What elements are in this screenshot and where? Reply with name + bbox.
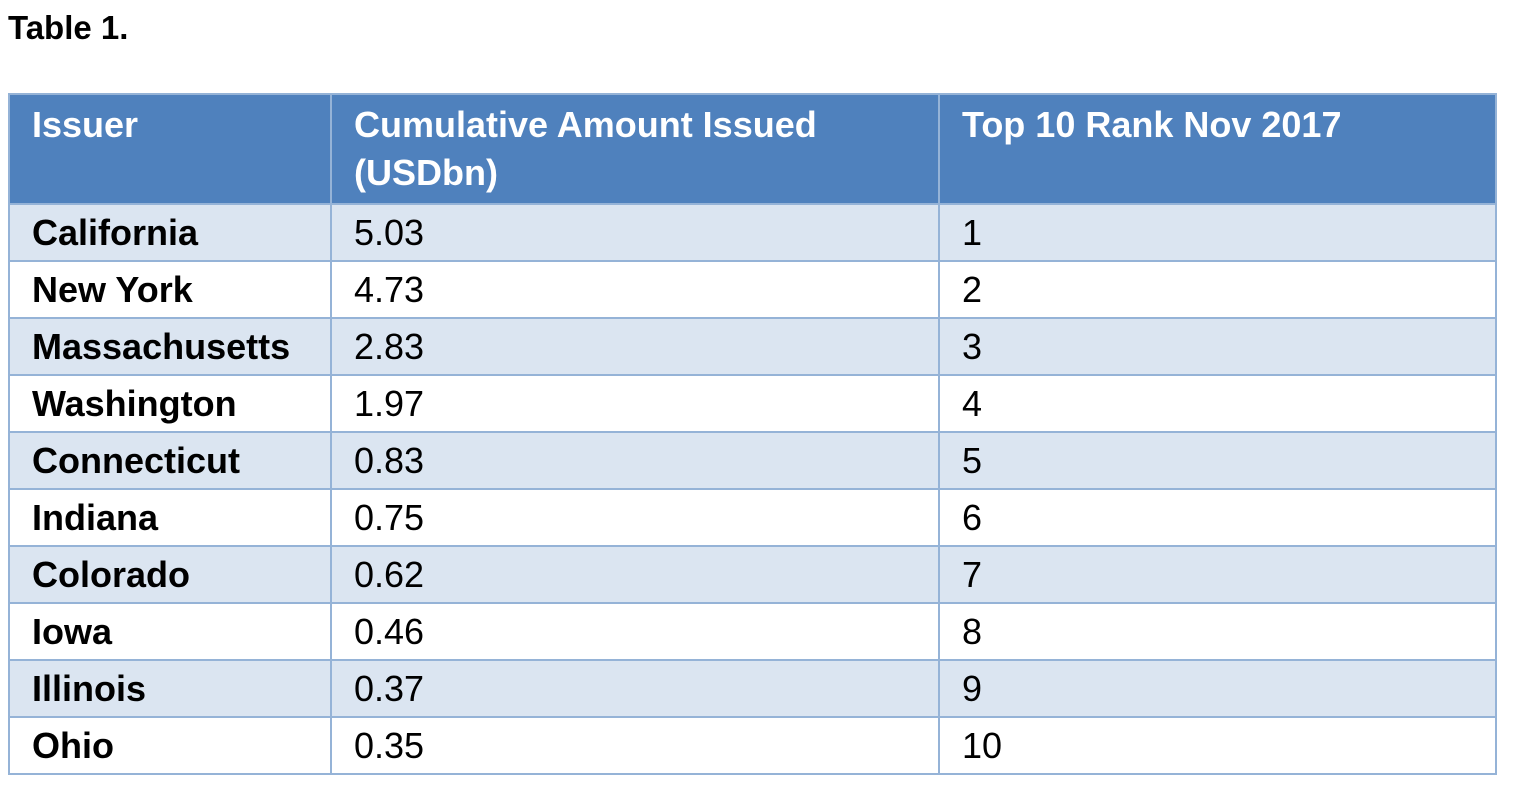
amount-cell: 0.35 <box>330 716 940 775</box>
issuer-cell: Washington <box>8 374 332 433</box>
table-row: Connecticut 0.83 5 <box>8 431 1497 490</box>
issuer-cell: California <box>8 203 332 262</box>
amount-cell: 0.75 <box>330 488 940 547</box>
table-row: Iowa 0.46 8 <box>8 602 1497 661</box>
rank-cell: 10 <box>938 716 1497 775</box>
header-issuer: Issuer <box>8 93 332 205</box>
table-row: Massachusetts 2.83 3 <box>8 317 1497 376</box>
rank-cell: 2 <box>938 260 1497 319</box>
issuer-cell: Indiana <box>8 488 332 547</box>
amount-cell: 1.97 <box>330 374 940 433</box>
rank-cell: 9 <box>938 659 1497 718</box>
issuer-cell: Colorado <box>8 545 332 604</box>
rank-cell: 3 <box>938 317 1497 376</box>
header-top-10-rank: Top 10 Rank Nov 2017 <box>938 93 1497 205</box>
issuer-cell: Massachusetts <box>8 317 332 376</box>
issuer-cell: Illinois <box>8 659 332 718</box>
rank-cell: 6 <box>938 488 1497 547</box>
amount-cell: 0.46 <box>330 602 940 661</box>
amount-cell: 0.37 <box>330 659 940 718</box>
amount-cell: 2.83 <box>330 317 940 376</box>
rank-cell: 7 <box>938 545 1497 604</box>
table-row: Ohio 0.35 10 <box>8 716 1497 775</box>
table-row: Washington 1.97 4 <box>8 374 1497 433</box>
table-caption: Table 1. <box>8 9 129 46</box>
table-row: California 5.03 1 <box>8 203 1497 262</box>
rank-cell: 4 <box>938 374 1497 433</box>
amount-cell: 4.73 <box>330 260 940 319</box>
table-row: Colorado 0.62 7 <box>8 545 1497 604</box>
issuer-cell: New York <box>8 260 332 319</box>
header-row: Issuer Cumulative Amount Issued (USDbn) … <box>8 93 1497 205</box>
header-cumulative-amount: Cumulative Amount Issued (USDbn) <box>330 93 940 205</box>
rank-cell: 8 <box>938 602 1497 661</box>
amount-cell: 0.62 <box>330 545 940 604</box>
issuer-cell: Ohio <box>8 716 332 775</box>
rank-cell: 1 <box>938 203 1497 262</box>
table-row: Indiana 0.75 6 <box>8 488 1497 547</box>
table-row: New York 4.73 2 <box>8 260 1497 319</box>
issuer-table: Issuer Cumulative Amount Issued (USDbn) … <box>8 93 1497 775</box>
rank-cell: 5 <box>938 431 1497 490</box>
issuer-cell: Iowa <box>8 602 332 661</box>
issuer-cell: Connecticut <box>8 431 332 490</box>
amount-cell: 0.83 <box>330 431 940 490</box>
table-row: Illinois 0.37 9 <box>8 659 1497 718</box>
amount-cell: 5.03 <box>330 203 940 262</box>
